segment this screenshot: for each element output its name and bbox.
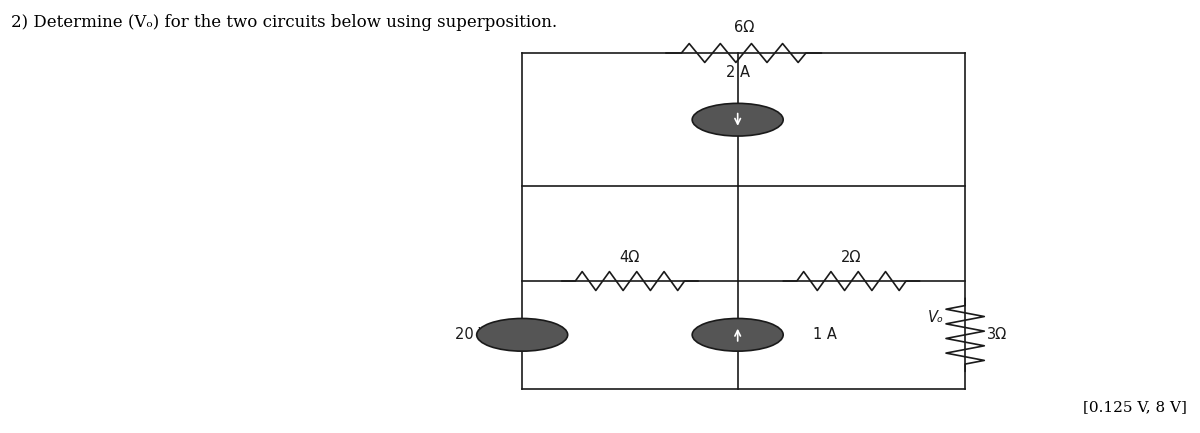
Text: 1 A: 1 A [814, 327, 836, 343]
Circle shape [476, 318, 568, 351]
Text: 2) Determine (Vₒ) for the two circuits below using superposition.: 2) Determine (Vₒ) for the two circuits b… [11, 14, 557, 31]
Text: Vₒ: Vₒ [928, 310, 943, 325]
Text: 4Ω: 4Ω [620, 250, 640, 265]
Text: 2Ω: 2Ω [841, 250, 862, 265]
Text: [0.125 V, 8 V]: [0.125 V, 8 V] [1082, 401, 1187, 414]
Text: 20 V: 20 V [455, 327, 488, 343]
Text: 2 A: 2 A [726, 65, 750, 80]
Text: 6Ω: 6Ω [733, 20, 754, 35]
Circle shape [692, 318, 784, 351]
Circle shape [692, 103, 784, 136]
Text: 3Ω: 3Ω [986, 327, 1007, 343]
